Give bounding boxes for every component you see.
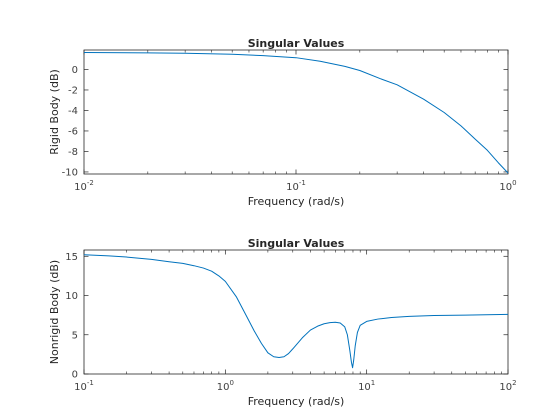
y-axis-label: Rigid Body (dB) <box>48 69 61 155</box>
y-tick-label: 0 <box>72 370 78 381</box>
y-tick-label: 10 <box>65 291 78 302</box>
plot-area <box>83 49 509 175</box>
chart-title: Singular Values <box>248 237 345 250</box>
y-tick-label: -10 <box>62 167 78 178</box>
y-tick-label: 0 <box>72 65 78 76</box>
series-line <box>83 254 509 369</box>
y-tick-label: 15 <box>65 252 78 263</box>
x-axis-label: Frequency (rad/s) <box>248 195 345 208</box>
chart-title: Singular Values <box>248 37 345 50</box>
y-tick-label: -2 <box>68 85 78 96</box>
series-line <box>83 52 509 174</box>
y-tick-label: -6 <box>68 126 78 137</box>
plot-area <box>83 249 509 375</box>
y-tick-label: 5 <box>72 330 78 341</box>
y-tick-label: -8 <box>68 147 78 158</box>
x-axis-label: Frequency (rad/s) <box>248 395 345 408</box>
y-axis-label: Nonrigid Body (dB) <box>48 260 61 364</box>
y-tick-label: -4 <box>68 106 78 117</box>
